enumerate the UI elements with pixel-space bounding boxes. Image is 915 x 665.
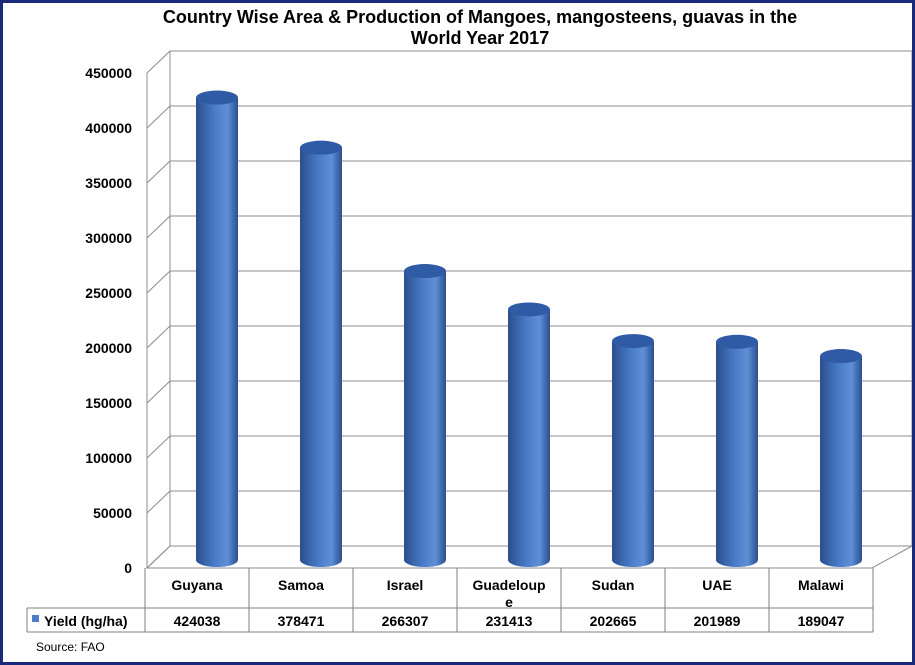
bar-top: [508, 302, 550, 317]
table-value: 202665: [590, 613, 637, 629]
bar-top: [404, 264, 446, 279]
table-value: 424038: [174, 613, 221, 629]
category-label: Israel: [387, 577, 424, 593]
legend-series-name: Yield (hg/ha): [44, 613, 127, 629]
gridline-side: [146, 380, 171, 404]
category-label: Samoa: [278, 577, 324, 593]
category-label: Guyana: [171, 577, 223, 593]
table-value: 189047: [798, 613, 845, 629]
bar: [300, 140, 342, 568]
bar-body: [820, 356, 862, 567]
bar: [820, 349, 862, 567]
bar-top: [612, 334, 654, 349]
table-value: 201989: [694, 613, 741, 629]
table-value: 378471: [278, 613, 325, 629]
y-tick-label: 350000: [85, 175, 132, 191]
bar-body: [196, 97, 238, 567]
category-label: Malawi: [798, 577, 844, 593]
category-label: Sudan: [592, 577, 635, 593]
gridline-side: [146, 270, 171, 294]
bar-body: [404, 271, 446, 567]
table-value: 266307: [382, 613, 429, 629]
gridline-side: [146, 435, 171, 459]
bar-top: [716, 334, 758, 349]
bar: [508, 302, 550, 567]
bar: [716, 334, 758, 567]
chart-title-line: Country Wise Area & Production of Mangoe…: [163, 7, 797, 27]
chart-svg: Country Wise Area & Production of Mangoe…: [26, 7, 912, 654]
bar-top: [820, 349, 862, 364]
table-value: 231413: [486, 613, 533, 629]
gridline-side: [146, 50, 171, 74]
category-label: UAE: [702, 577, 732, 593]
bar-top: [300, 140, 342, 155]
source-note: Source: FAO: [36, 640, 105, 654]
chart-floor: [145, 545, 912, 569]
y-tick-label: 50000: [93, 505, 132, 521]
bar: [404, 264, 446, 567]
y-tick-label: 200000: [85, 340, 132, 356]
gridline-side: [146, 490, 171, 514]
bar: [612, 334, 654, 567]
bar-body: [508, 309, 550, 567]
y-tick-label: 100000: [85, 450, 132, 466]
y-tick-label: 0: [124, 560, 132, 576]
y-tick-label: 400000: [85, 120, 132, 136]
y-tick-label: 450000: [85, 65, 132, 81]
bar-body: [716, 341, 758, 567]
bar-top: [196, 90, 238, 105]
bar-body: [300, 147, 342, 568]
gridline-side: [146, 105, 171, 129]
category-label: Guadeloup: [472, 577, 545, 593]
legend-marker: [32, 615, 39, 622]
chart-title-line: World Year 2017: [411, 28, 549, 48]
gridline-side: [146, 215, 171, 239]
category-label: e: [505, 594, 513, 610]
y-tick-label: 300000: [85, 230, 132, 246]
bar-body: [612, 341, 654, 567]
gridline-side: [146, 325, 171, 349]
y-tick-label: 250000: [85, 285, 132, 301]
bar: [196, 90, 238, 567]
y-tick-label: 150000: [85, 395, 132, 411]
gridline-side: [146, 160, 171, 184]
